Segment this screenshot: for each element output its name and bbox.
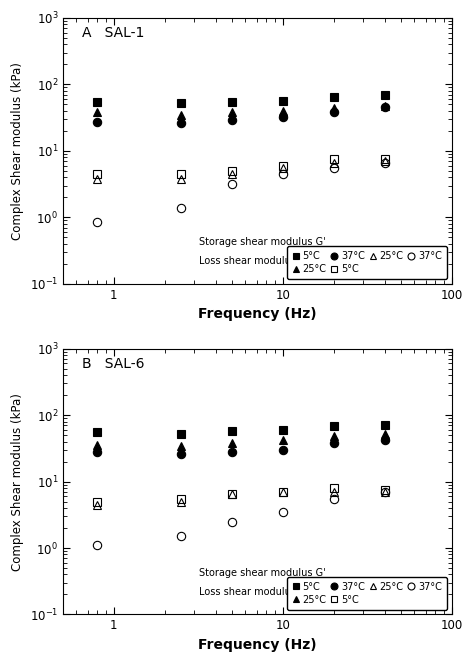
Y-axis label: Complex Shear modulus (kPa): Complex Shear modulus (kPa): [11, 62, 24, 240]
X-axis label: Frequency (Hz): Frequency (Hz): [198, 638, 317, 652]
Legend: 5°C, 25°C, 37°C, 5°C, 25°C, 37°C: 5°C, 25°C, 37°C, 5°C, 25°C, 37°C: [287, 246, 447, 279]
Y-axis label: Complex Shear modulus (kPa): Complex Shear modulus (kPa): [11, 392, 24, 571]
Text: Loss shear modulus G": Loss shear modulus G": [199, 256, 311, 266]
Text: Storage shear modulus G': Storage shear modulus G': [199, 568, 326, 578]
Text: Loss shear modulus G": Loss shear modulus G": [199, 587, 311, 597]
Text: Storage shear modulus G': Storage shear modulus G': [199, 237, 326, 247]
Text: B   SAL-6: B SAL-6: [82, 357, 145, 371]
X-axis label: Frequency (Hz): Frequency (Hz): [198, 307, 317, 321]
Legend: 5°C, 25°C, 37°C, 5°C, 25°C, 37°C: 5°C, 25°C, 37°C, 5°C, 25°C, 37°C: [287, 577, 447, 609]
Text: A   SAL-1: A SAL-1: [82, 26, 145, 40]
